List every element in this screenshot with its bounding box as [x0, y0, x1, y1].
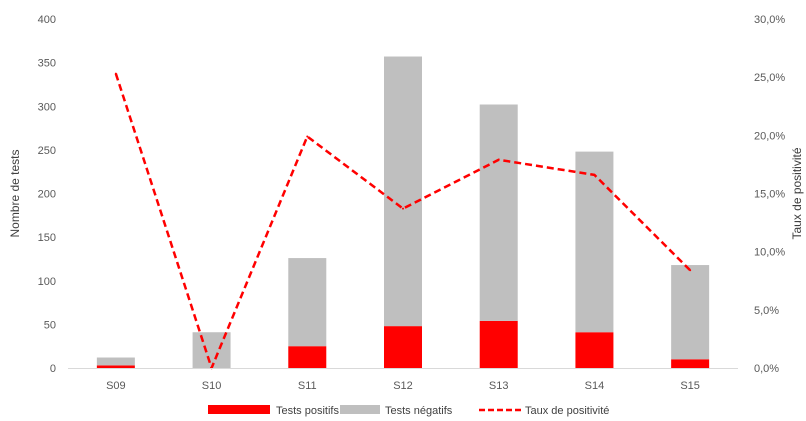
- y-tick-label: 100: [38, 276, 56, 288]
- legend-label-negative: Tests négatifs: [385, 405, 453, 417]
- bar-positive: [288, 346, 327, 368]
- bar-negative: [288, 258, 327, 347]
- bar-positive: [575, 332, 614, 368]
- legend-swatch-negative: [340, 405, 380, 414]
- bar-positive: [96, 365, 135, 368]
- x-tick-label: S14: [585, 380, 605, 392]
- bar-negative: [479, 104, 518, 321]
- y-tick-label: 350: [38, 58, 56, 70]
- y2-tick-label: 0,0%: [754, 363, 779, 375]
- y2-tick-label: 30,0%: [754, 14, 785, 26]
- bar-negative: [575, 151, 614, 333]
- bar-negative: [671, 265, 710, 360]
- y2-tick-label: 10,0%: [754, 247, 785, 259]
- line-point: [689, 269, 692, 272]
- y2-tick-label: 25,0%: [754, 72, 785, 84]
- y-tick-label: 150: [38, 232, 56, 244]
- legend: Tests positifs Tests négatifs Taux de posi…: [208, 405, 609, 417]
- bar-positive: [479, 320, 518, 368]
- y-tick-label: 50: [44, 319, 56, 331]
- bar-positive: [671, 359, 710, 368]
- bars-group: [96, 56, 710, 368]
- x-tick-label: S11: [298, 380, 317, 392]
- line-point: [497, 158, 500, 161]
- x-tick-label: S12: [393, 380, 413, 392]
- bar-negative: [96, 357, 135, 366]
- x-tick-label: S13: [489, 380, 509, 392]
- bar-negative: [384, 56, 422, 327]
- y-tick-label: 0: [50, 363, 56, 375]
- y2-axis-title: Taux de positivité: [790, 147, 804, 239]
- ticks-group: 0 50 100 150 200 250 300 350 400 0,0% 5,0% 10,0% 15,…: [38, 14, 786, 392]
- y2-tick-label: 20,0%: [754, 130, 785, 142]
- x-tick-label: S15: [680, 380, 700, 392]
- bar-positive: [384, 326, 422, 368]
- line-point: [402, 207, 404, 210]
- legend-swatch-positive: [208, 405, 270, 414]
- line-point: [306, 135, 309, 138]
- y-tick-label: 400: [38, 14, 56, 26]
- legend-label-positive: Tests positifs: [276, 405, 339, 417]
- y-tick-label: 200: [38, 189, 56, 201]
- y2-tick-label: 15,0%: [754, 189, 785, 201]
- x-tick-label: S09: [106, 380, 126, 392]
- line-point: [114, 72, 117, 75]
- y-tick-label: 250: [38, 145, 56, 157]
- x-tick-label: S10: [202, 380, 222, 392]
- line-point: [593, 173, 596, 176]
- legend-label-line: Taux de positivité: [525, 405, 609, 417]
- y-tick-label: 300: [38, 101, 56, 113]
- y-axis-title: Nombre de tests: [8, 149, 22, 237]
- y2-tick-label: 5,0%: [754, 305, 779, 317]
